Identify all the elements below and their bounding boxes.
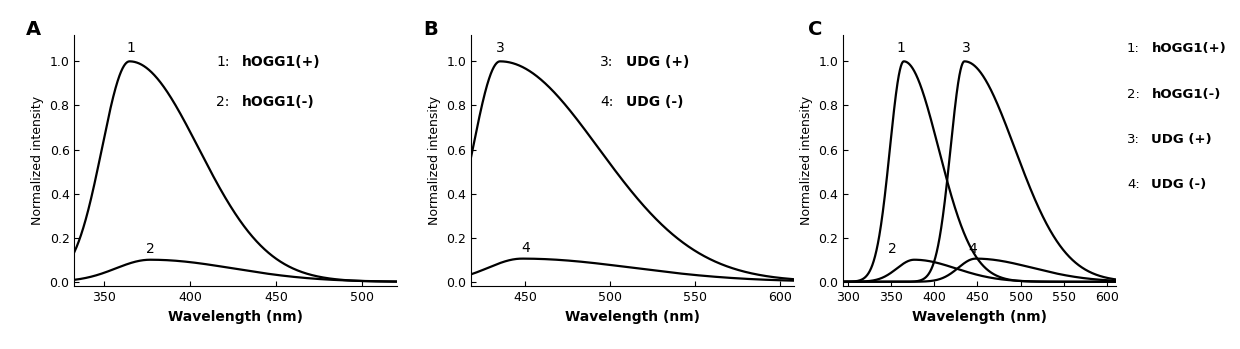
- Text: 4: 4: [521, 241, 529, 255]
- Text: UDG (+): UDG (+): [1152, 133, 1211, 146]
- Text: 1: 1: [897, 41, 905, 55]
- X-axis label: Wavelength (nm): Wavelength (nm): [913, 310, 1047, 324]
- X-axis label: Wavelength (nm): Wavelength (nm): [169, 310, 303, 324]
- Text: hOGG1(-): hOGG1(-): [242, 95, 315, 109]
- Text: 2:: 2:: [216, 95, 229, 109]
- Text: C: C: [807, 20, 822, 39]
- Text: 4:: 4:: [600, 95, 614, 109]
- Text: 2: 2: [146, 242, 155, 256]
- Text: 4:: 4:: [1127, 178, 1140, 191]
- Text: UDG (+): UDG (+): [626, 55, 689, 69]
- Text: A: A: [26, 20, 41, 39]
- Text: 1:: 1:: [1127, 43, 1140, 55]
- Text: UDG (-): UDG (-): [1152, 178, 1207, 191]
- Text: hOGG1(+): hOGG1(+): [242, 55, 321, 69]
- Text: 4: 4: [968, 242, 977, 256]
- Y-axis label: Normalized intensity: Normalized intensity: [428, 96, 440, 225]
- Text: B: B: [423, 20, 438, 39]
- Y-axis label: Normalized intensity: Normalized intensity: [31, 96, 43, 225]
- Text: 3: 3: [962, 41, 971, 55]
- Text: UDG (-): UDG (-): [626, 95, 683, 109]
- X-axis label: Wavelength (nm): Wavelength (nm): [565, 310, 699, 324]
- Text: hOGG1(-): hOGG1(-): [1152, 88, 1221, 101]
- Text: 3:: 3:: [600, 55, 614, 69]
- Y-axis label: Normalized intensity: Normalized intensity: [800, 96, 812, 225]
- Text: 2: 2: [888, 242, 897, 256]
- Text: 1:: 1:: [216, 55, 229, 69]
- Text: 1: 1: [126, 41, 135, 55]
- Text: hOGG1(+): hOGG1(+): [1152, 43, 1226, 55]
- Text: 2:: 2:: [1127, 88, 1140, 101]
- Text: 3:: 3:: [1127, 133, 1140, 146]
- Text: 3: 3: [496, 41, 505, 55]
